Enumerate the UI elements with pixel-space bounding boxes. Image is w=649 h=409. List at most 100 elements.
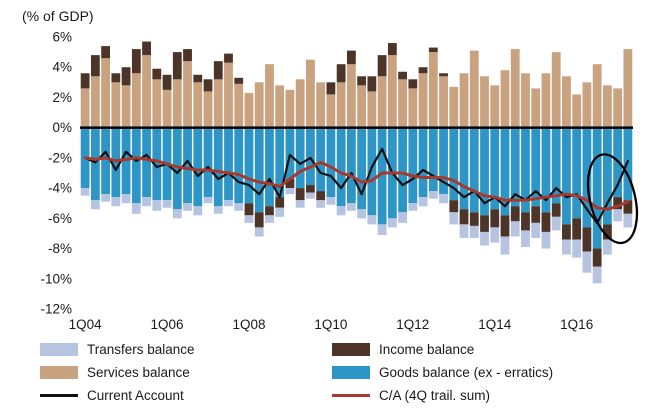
bar-segment-services <box>500 70 510 128</box>
bar-segment-services <box>562 76 571 128</box>
bar-segment-income <box>203 79 213 92</box>
bar-segment-transfers <box>152 200 162 211</box>
bar-segment-services <box>254 82 264 128</box>
bar-segment-services <box>275 85 285 128</box>
bar-segment-income <box>244 203 254 216</box>
legend-label-ca-trail: C/A (4Q trail. sum) <box>379 387 491 403</box>
bar-segment-transfers <box>469 225 479 238</box>
bar-segment-transfers <box>265 215 274 223</box>
bar-segment-goods <box>418 127 428 198</box>
y-tick-label: -12% <box>40 302 72 317</box>
bar-segment-goods <box>316 127 326 192</box>
bar-segment-income <box>613 197 623 210</box>
bar-segment-transfers <box>183 203 192 211</box>
bar-segment-goods <box>265 127 274 207</box>
bar-segment-goods <box>439 127 448 195</box>
bar-segment-services <box>193 82 203 128</box>
bar-segment-services <box>265 64 274 128</box>
legend-item-goods: Goods balance (ex - erratics) <box>332 362 649 382</box>
bar-segment-transfers <box>234 203 244 211</box>
bar-segment-goods <box>428 127 438 192</box>
bar-segment-income <box>254 212 264 228</box>
bar-segment-income <box>623 200 633 214</box>
bar-segment-transfers <box>213 206 223 214</box>
bar-segment-transfers <box>459 224 469 238</box>
bar-segment-goods <box>521 127 530 213</box>
bar-segment-transfers <box>408 203 418 211</box>
bar-segment-goods <box>531 127 541 207</box>
bar-segment-income <box>418 67 428 74</box>
y-tick-label: -6% <box>48 211 72 226</box>
bar-segment-transfers <box>592 266 602 284</box>
bar-segment-transfers <box>367 215 377 225</box>
bar-segment-goods <box>306 127 315 186</box>
bar-segment-income <box>265 206 274 216</box>
bar-segment-services <box>418 73 428 128</box>
bar-segment-income <box>316 191 326 201</box>
bar-segment-transfers <box>357 209 367 219</box>
bar-segment-transfers <box>500 236 510 255</box>
bar-segment-goods <box>490 127 500 210</box>
bar-segment-services <box>90 76 100 128</box>
y-tick-label: 0% <box>52 120 72 135</box>
bar-segment-income <box>572 218 582 240</box>
bar-segment-transfers <box>623 213 633 228</box>
bar-segment-income <box>449 200 459 213</box>
bar-segment-services <box>398 79 407 128</box>
bar-segment-income <box>377 55 387 77</box>
bar-segment-transfers <box>387 218 397 228</box>
bar-segment-services <box>336 82 346 128</box>
bar-segment-services <box>121 85 131 128</box>
x-tick-label: 1Q04 <box>69 317 103 332</box>
bar-segment-services <box>213 79 223 128</box>
bar-segment-transfers <box>613 209 623 222</box>
bar-segment-goods <box>398 127 407 213</box>
bar-segment-goods <box>326 127 336 198</box>
bar-segment-services <box>172 79 182 128</box>
bar-segment-goods <box>480 127 489 216</box>
bar-segment-transfers <box>316 200 326 208</box>
bar-segment-goods <box>602 127 612 225</box>
bar-segment-income <box>357 76 367 86</box>
bar-segment-income <box>582 227 592 252</box>
bar-segment-income <box>346 50 356 65</box>
bar-segment-transfers <box>562 239 571 255</box>
bar-segment-income <box>469 212 479 226</box>
bar-segment-transfers <box>101 194 111 202</box>
bar-segment-transfers <box>428 191 438 199</box>
income-swatch-icon <box>332 342 370 356</box>
bar-segment-services <box>131 73 141 128</box>
y-tick-label: 2% <box>52 90 72 105</box>
bar-segment-income <box>295 188 305 201</box>
bar-segment-transfers <box>439 194 448 204</box>
bar-segment-goods <box>224 127 233 201</box>
bar-segment-transfers <box>551 216 561 231</box>
bar-segment-income <box>224 53 233 63</box>
bar-segment-services <box>613 88 623 128</box>
x-tick-label: 1Q12 <box>396 317 429 332</box>
legend-label-services: Services balance <box>87 364 190 380</box>
bar-segment-income <box>172 52 182 80</box>
bar-segment-transfers <box>480 231 489 246</box>
bar-segment-services <box>623 49 633 128</box>
bar-segment-services <box>162 89 172 128</box>
bar-segment-income <box>500 215 510 237</box>
bar-segment-goods <box>459 127 469 210</box>
bar-segment-transfers <box>336 206 346 216</box>
bar-segment-transfers <box>244 215 254 223</box>
legend-item-services: Services balance <box>40 362 332 382</box>
bar-segment-services <box>234 83 244 128</box>
bar-segment-goods <box>623 127 633 201</box>
bar-segment-income <box>121 67 131 86</box>
bar-segment-services <box>152 79 162 128</box>
goods-swatch-icon <box>332 365 370 379</box>
bar-segment-income <box>80 73 90 89</box>
bar-segment-goods <box>213 127 223 207</box>
bar-segment-income <box>459 209 469 225</box>
bar-segment-services <box>592 64 602 128</box>
bar-segment-services <box>459 73 469 128</box>
bar-segment-goods <box>111 127 121 198</box>
bar-segment-goods <box>131 127 141 204</box>
bar-segment-services <box>521 73 530 128</box>
x-tick-label: 1Q16 <box>560 317 593 332</box>
